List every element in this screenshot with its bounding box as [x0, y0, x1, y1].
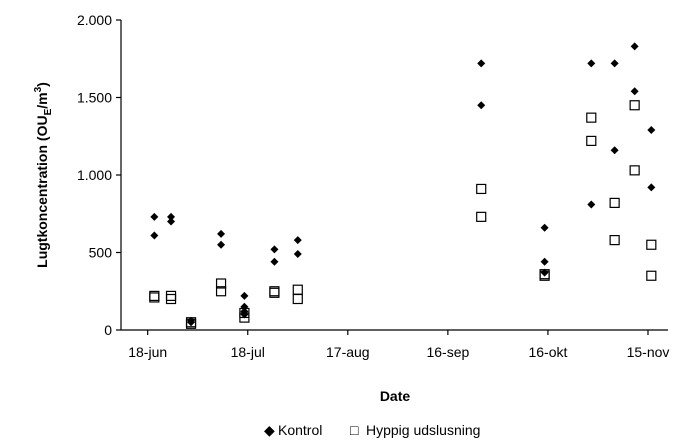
hyppig-udslusning-point	[476, 211, 487, 222]
kontrol-point	[630, 42, 639, 51]
kontrol-point	[270, 245, 279, 254]
hyppig-udslusning-point	[586, 112, 597, 123]
legend-label-kontrol: Kontrol	[278, 422, 322, 438]
y-axis-title-close: )	[34, 82, 50, 87]
x-tick-label: 16-sep	[426, 344, 469, 360]
kontrol-point	[647, 126, 656, 135]
hyppig-udslusning-point	[629, 165, 640, 176]
kontrol-point	[540, 223, 549, 232]
hyppig-udslusning-point	[165, 293, 177, 305]
x-axis-title: Date	[380, 388, 411, 404]
hyppig-udslusning-point	[165, 290, 177, 301]
data-points	[149, 42, 657, 329]
x-tick-label: 18-jul	[231, 344, 265, 360]
y-axis-title: Lugtkoncentration (OUE/m3)	[33, 82, 54, 268]
legend-label-hyppig: Hyppig udslusning	[366, 422, 480, 438]
hyppig-udslusning-point	[476, 183, 487, 195]
kontrol-point	[647, 183, 656, 192]
kontrol-point	[477, 101, 486, 110]
hyppig-udslusning-point	[609, 235, 620, 246]
y-axis-title-sub: E	[43, 108, 54, 115]
hyppig-udslusning-point	[215, 278, 227, 289]
hyppig-udslusning-point	[185, 318, 197, 329]
x-tick-label: 18-jun	[128, 344, 167, 360]
kontrol-point	[217, 240, 226, 249]
kontrol-point	[587, 59, 596, 68]
y-axis-title-main: Lugtkoncentration (OU	[34, 115, 50, 267]
y-tick-label: 0	[104, 322, 112, 338]
hyppig-udslusning-point	[646, 239, 657, 250]
hyppig-udslusning-point	[292, 293, 303, 305]
kontrol-point	[150, 231, 159, 240]
x-tick-label: 17-aug	[326, 344, 370, 360]
legend-symbol-hyppig: □	[350, 422, 359, 438]
kontrol-point	[293, 236, 302, 245]
legend: ◆ Kontrol □ Hyppig udslusning	[264, 422, 480, 438]
kontrol-point	[293, 250, 302, 259]
x-tick-label: 15-nov	[627, 344, 670, 360]
y-axis-title-unit: /m	[34, 92, 50, 108]
hyppig-udslusning-point	[586, 135, 597, 146]
y-tick-label: 1.500	[77, 90, 112, 106]
hyppig-udslusning-point	[215, 286, 227, 297]
x-axis-ticks: 18-jun 18-jul 17-aug 16-sep 16-okt 15-nov	[128, 330, 669, 360]
kontrol-point	[240, 291, 249, 300]
kontrol-point	[150, 212, 159, 221]
kontrol-point	[587, 200, 596, 209]
kontrol-point	[217, 229, 226, 238]
kontrol-point	[270, 257, 279, 266]
kontrol-point	[610, 59, 619, 68]
legend-symbol-kontrol: ◆	[264, 422, 275, 438]
y-tick-label: 1.000	[77, 167, 112, 183]
y-axis-ticks: 0 500 1.000 1.500 2.000	[77, 12, 121, 338]
kontrol-point	[540, 268, 549, 277]
hyppig-udslusning-point	[149, 292, 160, 303]
kontrol-point	[167, 212, 176, 221]
kontrol-point	[630, 87, 639, 96]
hyppig-udslusning-point	[292, 284, 303, 295]
hyppig-udslusning-point	[239, 312, 250, 323]
kontrol-point	[477, 59, 486, 68]
hyppig-udslusning-point	[646, 270, 657, 281]
hyppig-udslusning-point	[609, 197, 620, 208]
hyppig-udslusning-point	[629, 100, 640, 111]
kontrol-point	[167, 217, 176, 226]
kontrol-point	[610, 146, 619, 155]
x-tick-label: 16-okt	[528, 344, 567, 360]
y-tick-label: 2.000	[77, 12, 112, 28]
kontrol-point	[240, 310, 249, 319]
plot-area	[120, 20, 668, 331]
kontrol-point	[540, 257, 549, 266]
hyppig-udslusning-point	[269, 287, 280, 298]
y-tick-label: 500	[89, 245, 113, 261]
y-axis-title-sup: 3	[33, 86, 44, 92]
hyppig-udslusning-point	[539, 270, 550, 281]
